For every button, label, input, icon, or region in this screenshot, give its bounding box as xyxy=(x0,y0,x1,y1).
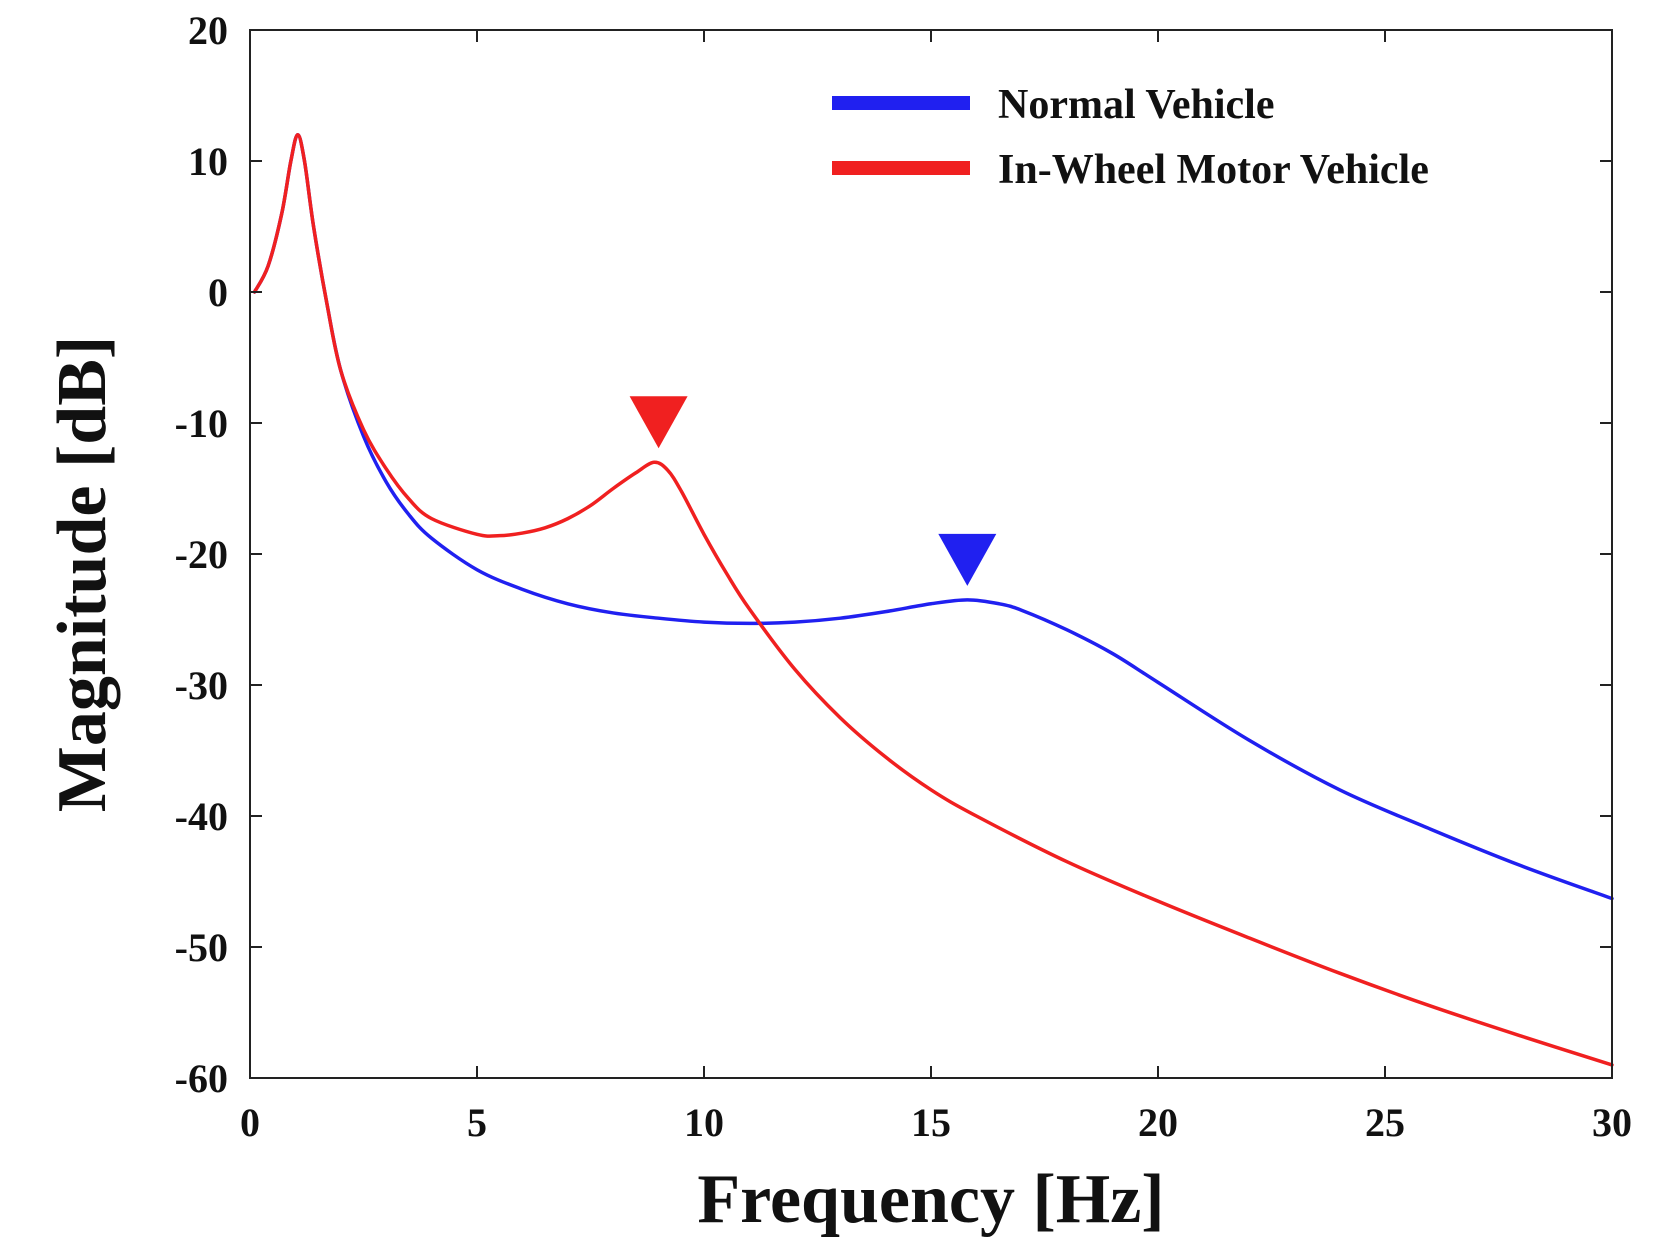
y-axis-title: Magnitude [dB] xyxy=(44,336,121,812)
x-tick-label: 0 xyxy=(240,1100,260,1145)
y-tick-label: 20 xyxy=(188,8,228,53)
x-tick-label: 5 xyxy=(467,1100,487,1145)
x-tick-label: 20 xyxy=(1138,1100,1178,1145)
tick-layer: 0 5 10 15 20 25 30 20 10 0 -10 -20 -30 -40 -50 -60 xyxy=(175,8,1632,1145)
y-tick-label: 0 xyxy=(208,270,228,315)
y-tick-label: 10 xyxy=(188,139,228,184)
x-tick-label: 25 xyxy=(1365,1100,1405,1145)
legend-label-normal-vehicle: Normal Vehicle xyxy=(998,82,1274,128)
legend-label-in-wheel-motor-vehicle: In-Wheel Motor Vehicle xyxy=(998,147,1429,193)
y-tick-label: -60 xyxy=(175,1056,228,1101)
x-axis-title: Frequency [Hz] xyxy=(697,1161,1164,1238)
y-tick-label: -10 xyxy=(175,401,228,446)
legend: Normal Vehicle In-Wheel Motor Vehicle xyxy=(832,82,1429,193)
peak-marker-normal-vehicle xyxy=(938,533,997,586)
x-tick-label: 30 xyxy=(1592,1100,1632,1145)
x-tick-label: 10 xyxy=(684,1100,724,1145)
marker-layer xyxy=(629,396,997,586)
series-line-in-wheel-motor-vehicle xyxy=(252,133,1614,1067)
x-tick-label: 15 xyxy=(911,1100,951,1145)
y-tick-label: -40 xyxy=(175,794,228,839)
y-tick-label: -20 xyxy=(175,532,228,577)
y-tick-label: -30 xyxy=(175,663,228,708)
series-layer xyxy=(252,133,1614,1067)
peak-marker-in-wheel-motor-vehicle xyxy=(629,396,688,449)
y-tick-label: -50 xyxy=(175,925,228,970)
